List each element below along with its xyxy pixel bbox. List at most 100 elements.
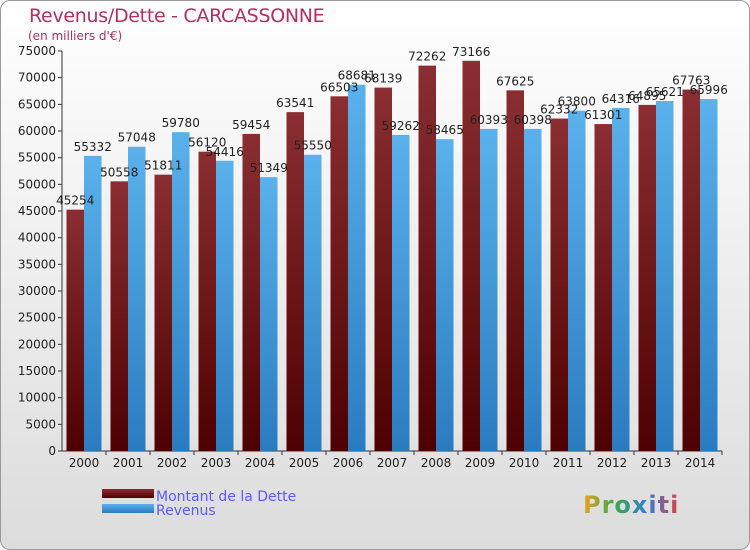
x-tick-label: 2013 [641,456,672,470]
y-tick-label: 10000 [18,391,56,405]
bar-dette [418,65,436,452]
y-tick-label: 75000 [18,44,56,58]
y-tick-label: 55000 [18,151,56,165]
y-tick-label: 60000 [18,124,56,138]
bar-dette [154,174,172,451]
chart-subtitle: (en milliers d'€) [28,29,123,43]
bar-revenus [172,132,190,451]
bar-revenus [128,146,146,451]
value-label: 65621 [646,85,684,99]
value-label: 54416 [206,145,244,159]
x-tick-label: 2014 [685,456,716,470]
y-tick-label: 70000 [18,71,56,85]
proxiti-logo-text: Proxiti [583,491,680,519]
value-label: 67763 [672,74,710,88]
legend-label-revenus: Revenus [156,503,216,519]
bar-revenus [480,128,498,451]
value-label: 64316 [602,92,640,106]
value-label: 51811 [144,159,182,173]
legend-label-dette: Montant de la Dette [156,489,296,505]
bar-revenus [304,154,322,451]
bar-revenus [656,101,674,451]
bar-dette [594,124,612,451]
value-label: 67625 [496,74,534,88]
y-tick-label: 50000 [18,177,56,191]
value-label: 50558 [100,165,138,179]
y-tick-label: 65000 [18,97,56,111]
x-tick-label: 2008 [421,456,452,470]
proxiti-logo: Proxiti [583,491,679,519]
value-label: 68681 [338,69,376,83]
bar-revenus [436,139,454,452]
bar-dette [550,118,568,451]
bar-dette [374,87,392,451]
bar-dette [462,60,480,451]
x-tick-label: 2009 [465,456,496,470]
bar-revenus [612,107,630,452]
bar-dette [110,181,128,451]
value-label: 65996 [690,83,728,97]
bar-revenus [700,99,718,451]
value-label: 59780 [162,116,200,130]
y-tick-label: 20000 [18,337,56,351]
y-tick-label: 15000 [18,364,56,378]
value-label: 55550 [294,139,332,153]
bar-dette [242,133,260,452]
y-tick-label: 35000 [18,257,56,271]
value-label: 64895 [628,89,666,103]
x-tick-label: 2005 [289,456,320,470]
chart-title: Revenus/Dette - CARCASSONNE [29,5,325,27]
value-label: 45254 [56,194,94,208]
y-tick-label: 25000 [18,311,56,325]
x-tick-label: 2001 [113,456,144,470]
x-tick-label: 2007 [377,456,408,470]
bar-dette [198,151,216,451]
x-tick-label: 2000 [69,456,100,470]
value-label: 59454 [232,118,270,132]
y-tick-label: 30000 [18,284,56,298]
x-tick-label: 2003 [201,456,232,470]
bar-revenus [348,84,366,452]
bar-revenus [524,128,542,452]
x-tick-label: 2006 [333,456,364,470]
bar-dette [638,104,656,451]
value-label: 59262 [382,119,420,133]
value-label: 72262 [408,50,446,64]
bar-dette [682,89,700,451]
legend-swatch-revenus [102,504,154,513]
y-tick-label: 0 [48,444,56,458]
value-label: 66503 [320,80,358,94]
bar-dette [330,96,348,452]
value-label: 51349 [250,161,288,175]
value-label: 62332 [540,103,578,117]
y-tick-label: 45000 [18,204,56,218]
y-tick-label: 5000 [25,417,56,431]
bar-dette [66,209,84,451]
x-tick-label: 2012 [597,456,628,470]
chart-value-labels: 45254 55332 50558 57048 51811 59780 5612054416… [56,45,728,208]
value-label: 63800 [558,95,596,109]
x-tick-label: 2002 [157,456,188,470]
value-label: 68139 [364,72,402,86]
value-label: 58465 [426,123,464,137]
x-tick-label: 2010 [509,456,540,470]
bar-dette [506,90,524,451]
chart-bars [66,60,718,452]
bar-revenus [216,160,234,452]
bar-revenus [568,110,586,451]
bar-dette [286,112,304,451]
x-tick-label: 2004 [245,456,276,470]
value-label: 73166 [452,45,490,59]
value-label: 60398 [514,113,552,127]
value-label: 55332 [74,140,112,154]
bar-revenus [84,155,102,451]
value-label: 60393 [470,113,508,127]
value-label: 56120 [188,136,226,150]
value-label: 63541 [276,96,314,110]
x-tick-label: 2011 [553,456,584,470]
value-label: 57048 [118,131,156,145]
value-label: 61301 [584,108,622,122]
legend: Montant de la Dette Revenus [102,489,296,519]
bar-revenus [392,134,410,451]
